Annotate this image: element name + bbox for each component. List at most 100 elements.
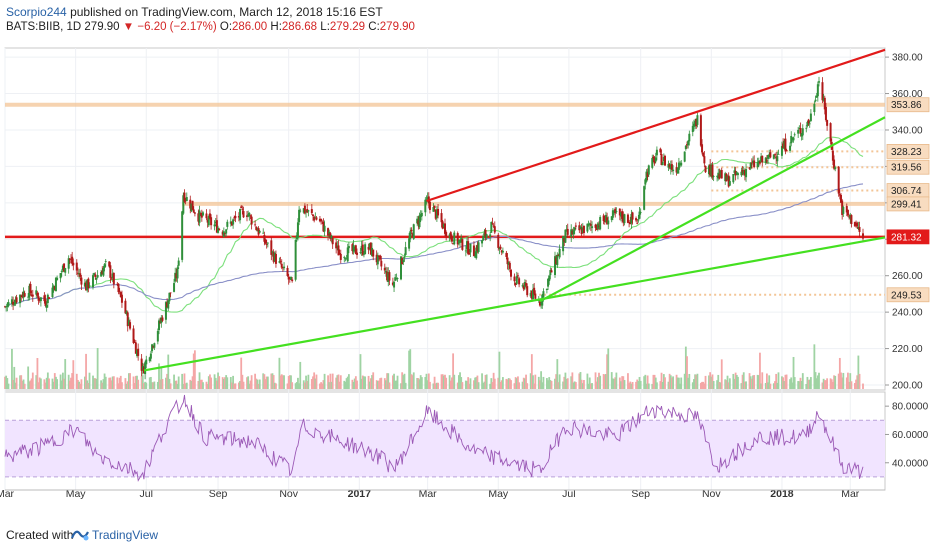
- volume-bar: [605, 374, 607, 389]
- volume-bar: [168, 378, 171, 389]
- volume-bar: [192, 353, 195, 389]
- candle-body: [346, 247, 349, 262]
- candle-body: [498, 248, 501, 250]
- candle-body: [271, 251, 274, 253]
- candle-body: [402, 260, 405, 263]
- candle-body: [230, 221, 233, 226]
- candle-body: [391, 282, 394, 285]
- candle-body: [529, 292, 532, 297]
- volume-bar: [426, 380, 429, 389]
- candle-body: [94, 274, 97, 278]
- ohlc-open-value: 286.00: [232, 21, 268, 33]
- volume-bar: [266, 376, 269, 389]
- candle-body: [394, 277, 397, 281]
- volume-bar: [765, 373, 768, 389]
- volume-bar: [620, 381, 622, 389]
- candle-body: [168, 292, 171, 302]
- volume-bar: [719, 382, 722, 389]
- volume-bar: [393, 373, 395, 389]
- candle-body: [591, 226, 594, 229]
- volume-bar: [249, 380, 252, 389]
- candle-body: [636, 222, 639, 224]
- volume-bar: [408, 350, 411, 389]
- tradingview-brand[interactable]: TradingView: [92, 528, 159, 542]
- candle-body: [403, 256, 406, 258]
- candle-body: [287, 276, 290, 280]
- candle-body: [67, 258, 70, 269]
- volume-bar: [789, 379, 791, 389]
- volume-bar: [627, 373, 629, 389]
- volume-bar: [190, 380, 193, 389]
- volume-bar: [424, 377, 427, 389]
- candle-body: [4, 306, 6, 308]
- candle-body: [265, 244, 268, 245]
- volume-bar: [141, 375, 144, 389]
- candle-body: [375, 254, 378, 263]
- volume-bar: [562, 381, 565, 389]
- candle-body: [604, 214, 607, 223]
- red-trendline[interactable]: [426, 48, 886, 203]
- volume-bar: [214, 377, 217, 389]
- green-trendline[interactable]: [539, 116, 886, 303]
- candle-body: [234, 216, 237, 219]
- symbol-line: BATS:BIIB, 1D 279.90 ▼ −6.20 (−2.17%) O:…: [6, 21, 415, 33]
- rsi-tick-label: 60.0000: [892, 430, 929, 441]
- volume-bar: [752, 375, 754, 389]
- volume-bar: [286, 383, 289, 389]
- candle-body: [254, 224, 257, 226]
- volume-bar: [688, 373, 691, 389]
- price-chart[interactable]: Mar May Jul Sep Nov 2017 Mar May Jul Sep Nov 2018 Ma…: [0, 40, 932, 520]
- price-label-box: [886, 229, 930, 245]
- candle-body: [264, 239, 267, 244]
- volume-bar: [315, 374, 318, 389]
- candle-body: [183, 192, 186, 202]
- volume-bar: [378, 380, 380, 389]
- tradingview-logo-icon[interactable]: [70, 526, 90, 547]
- volume-bar: [777, 372, 780, 389]
- volume-bar: [440, 374, 443, 389]
- volume-bar: [12, 379, 15, 389]
- candle-body: [127, 320, 130, 326]
- candle-body: [457, 240, 460, 244]
- volume-bar: [708, 375, 710, 389]
- volume-bar: [695, 374, 698, 389]
- volume-bar: [492, 372, 495, 389]
- candle-body: [840, 194, 842, 203]
- candle-body: [213, 224, 216, 227]
- volume-bar: [545, 378, 548, 389]
- volume-bar: [343, 380, 346, 389]
- volume-bar: [610, 372, 613, 389]
- candle-body: [684, 145, 687, 150]
- green-trendline[interactable]: [143, 236, 886, 372]
- candle-body: [732, 174, 735, 183]
- candle-body: [416, 218, 419, 224]
- candle-body: [137, 348, 140, 356]
- candle-body: [104, 261, 107, 262]
- candle-body: [647, 165, 650, 175]
- candle-body: [140, 358, 143, 371]
- volume-bar: [481, 373, 483, 389]
- candle-body: [368, 243, 371, 248]
- candle-body: [742, 170, 745, 175]
- volume-bar: [125, 383, 128, 389]
- volume-bar: [684, 346, 687, 389]
- candle-body: [418, 215, 421, 228]
- volume-bar: [222, 378, 225, 389]
- volume-bar: [759, 352, 761, 389]
- candle-body: [508, 262, 511, 269]
- candle-body: [51, 287, 54, 298]
- candle-body: [846, 209, 849, 216]
- volume-bar: [842, 372, 845, 389]
- author-link[interactable]: Scorpio244: [6, 5, 67, 19]
- candle-body: [310, 209, 313, 214]
- volume-bar: [442, 375, 445, 389]
- candle-body: [61, 265, 64, 271]
- candle-body: [255, 226, 258, 230]
- candle-body: [444, 223, 446, 234]
- candle-body: [631, 212, 634, 220]
- candle-body: [565, 229, 568, 231]
- volume-bar: [749, 376, 752, 389]
- volume-bar: [732, 373, 735, 389]
- candle-body: [461, 239, 464, 250]
- volume-bar: [189, 379, 192, 389]
